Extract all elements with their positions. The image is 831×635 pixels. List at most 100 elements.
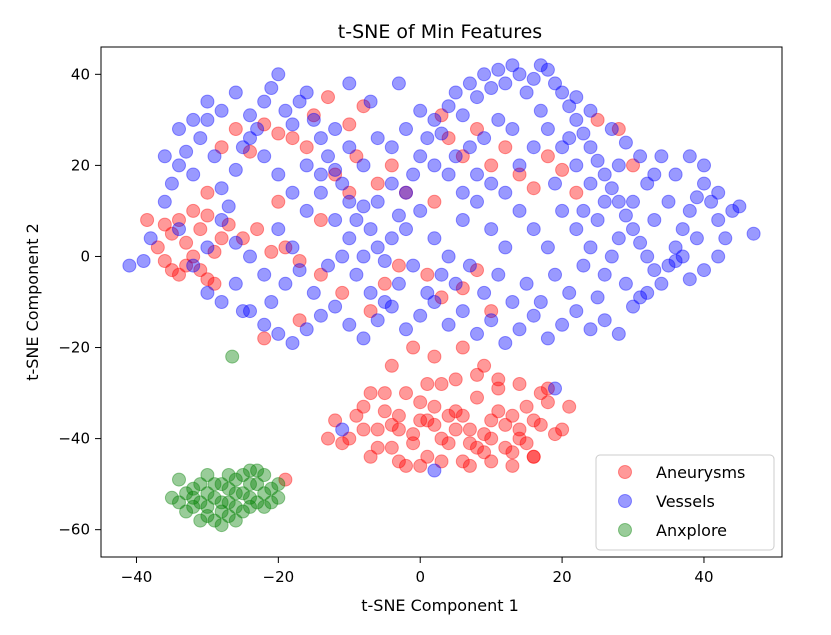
point-vessels-42 — [434, 126, 449, 141]
point-aneurysms-118 — [356, 422, 371, 437]
point-aneurysms-150 — [540, 381, 555, 396]
point-vessels-122 — [569, 304, 584, 319]
point-vessels-242 — [576, 258, 591, 273]
point-aneurysms-75 — [363, 449, 378, 464]
point-vessels-189 — [470, 167, 484, 182]
point-vessels-212 — [647, 213, 662, 227]
point-aneurysms-129 — [399, 386, 413, 401]
point-vessels-205 — [505, 122, 520, 136]
point-anxplore-44 — [257, 486, 272, 501]
point-vessels-96 — [200, 285, 215, 300]
point-aneurysms-137 — [406, 340, 421, 355]
point-aneurysms-82 — [413, 395, 428, 410]
point-vessels-48 — [477, 67, 492, 82]
point-vessels-32 — [363, 222, 378, 237]
point-aneurysms-9 — [207, 244, 222, 259]
point-vessels-167 — [157, 149, 172, 164]
point-vessels-215 — [689, 231, 704, 246]
point-vessels-76 — [675, 222, 690, 237]
point-anxplore-10 — [235, 468, 250, 482]
point-vessels-28 — [335, 176, 350, 191]
point-aneurysms-133 — [491, 372, 506, 387]
point-anxplore-43 — [243, 499, 257, 514]
point-vessels-219 — [235, 304, 250, 319]
point-aneurysms-10 — [179, 258, 194, 273]
point-vessels-186 — [427, 158, 442, 173]
point-vessels-92 — [618, 135, 633, 150]
points-layer — [122, 58, 761, 533]
point-vessels-71 — [640, 249, 655, 264]
point-vessels-116 — [484, 313, 499, 328]
point-vessels-179 — [328, 122, 343, 136]
point-vessels-118 — [512, 322, 527, 337]
point-vessels-115 — [470, 326, 484, 341]
point-vessels-16 — [250, 122, 265, 136]
point-vessels-41 — [427, 112, 442, 127]
point-anxplore-7 — [214, 518, 229, 533]
point-aneurysms-109 — [498, 417, 513, 432]
point-vessels-177 — [299, 158, 314, 173]
point-vessels-151 — [498, 240, 513, 255]
point-anxplore-28 — [271, 477, 286, 492]
point-vessels-69 — [626, 222, 640, 237]
x-tick-label-4: 40 — [694, 568, 713, 586]
point-vessels-68 — [618, 208, 633, 223]
point-vessels-14 — [235, 140, 250, 155]
point-aneurysms-48 — [540, 149, 555, 164]
point-aneurysms-119 — [384, 417, 399, 432]
point-aneurysms-76 — [370, 422, 385, 437]
point-anxplore-0 — [225, 349, 240, 364]
point-vessels-214 — [675, 249, 690, 264]
point-vessels-113 — [441, 317, 456, 332]
point-vessels-145 — [413, 203, 428, 218]
point-vessels-175 — [271, 167, 286, 182]
point-aneurysms-113 — [427, 399, 442, 414]
point-vessels-142 — [370, 194, 385, 209]
point-anxplore-47 — [221, 468, 236, 482]
point-aneurysms-1 — [150, 240, 165, 255]
point-aneurysms-30 — [271, 126, 286, 141]
point-aneurysms-101 — [548, 427, 562, 442]
point-aneurysms-86 — [441, 436, 456, 451]
point-aneurysms-0 — [140, 213, 155, 227]
plot-area — [100, 46, 783, 558]
point-vessels-112 — [427, 295, 442, 309]
point-vessels-247 — [462, 140, 477, 155]
point-vessels-221 — [278, 276, 293, 291]
point-aneurysms-100 — [540, 395, 555, 410]
point-aneurysms-145 — [484, 454, 499, 469]
point-vessels-119 — [526, 308, 541, 323]
point-vessels-53 — [512, 67, 527, 82]
point-vessels-13 — [228, 162, 243, 177]
point-vessels-56 — [533, 58, 548, 73]
point-vessels-238 — [519, 276, 534, 291]
point-aneurysms-95 — [505, 408, 520, 423]
point-vessels-162 — [654, 149, 669, 164]
point-aneurysms-42 — [434, 108, 449, 123]
point-aneurysms-68 — [200, 185, 215, 200]
point-vessels-121 — [555, 317, 570, 332]
point-aneurysms-57 — [470, 263, 484, 278]
point-vessels-50 — [491, 62, 506, 77]
point-aneurysms-35 — [349, 149, 364, 164]
point-vessels-45 — [455, 108, 470, 123]
point-vessels-95 — [569, 90, 584, 105]
point-aneurysms-25 — [243, 144, 257, 159]
point-vessels-84 — [697, 263, 711, 278]
point-aneurysms-151 — [278, 472, 293, 487]
point-vessels-98 — [228, 276, 243, 291]
point-aneurysms-132 — [470, 367, 484, 382]
point-vessels-20 — [278, 103, 293, 118]
point-aneurysms-36 — [370, 176, 385, 191]
point-aneurysms-87 — [448, 404, 463, 419]
point-vessels-208 — [590, 213, 605, 227]
point-vessels-4 — [164, 176, 179, 191]
point-anxplore-14 — [264, 481, 279, 496]
point-vessels-200 — [391, 76, 406, 91]
point-vessels-218 — [548, 381, 562, 396]
point-aneurysms-11 — [164, 263, 179, 278]
point-vessels-52 — [505, 58, 520, 73]
point-anxplore-24 — [243, 463, 257, 478]
point-aneurysms-149 — [562, 399, 577, 414]
x-tick-label-3: 20 — [553, 568, 572, 586]
